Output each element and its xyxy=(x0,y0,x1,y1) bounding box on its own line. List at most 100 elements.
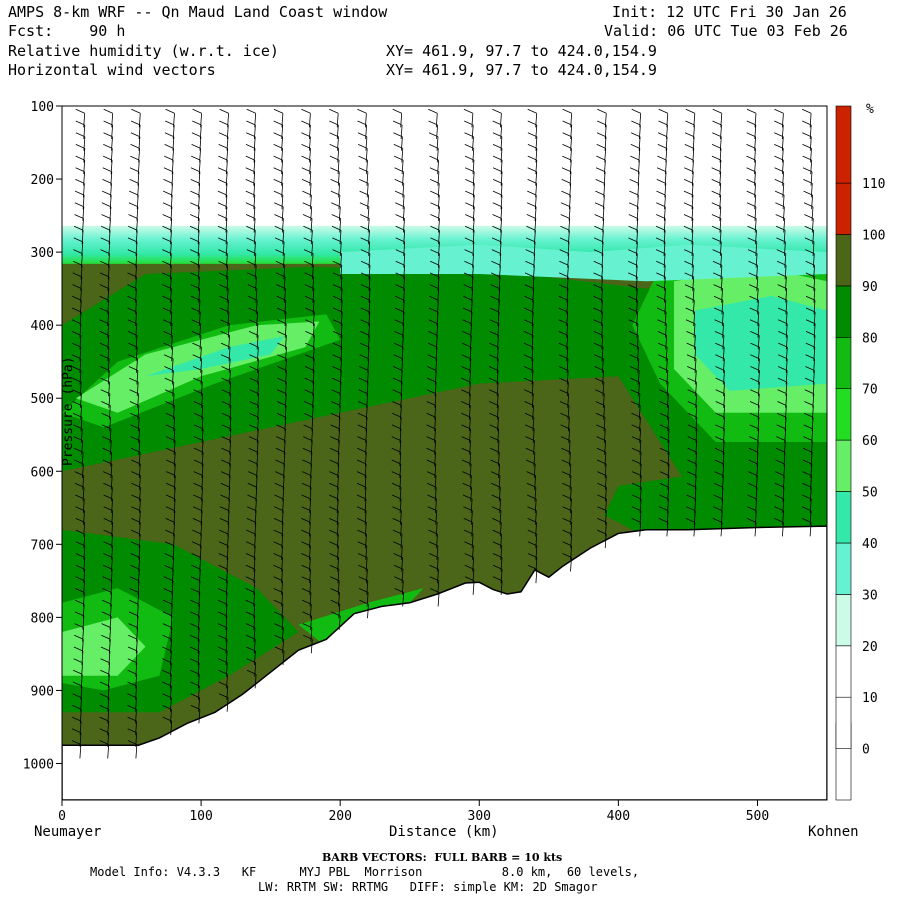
barb-column xyxy=(391,108,406,607)
right-endpoint-label: Kohnen xyxy=(808,824,859,840)
barb-column-strokes xyxy=(127,108,141,759)
colorbar-label: 40 xyxy=(862,537,878,552)
barb-column-strokes xyxy=(356,108,371,619)
barb-column-strokes xyxy=(774,108,788,537)
chart-title: AMPS 8-km WRF -- Qn Maud Land Coast wind… xyxy=(8,3,388,21)
colorbar-swatch xyxy=(835,234,852,287)
y-tick-label: 200 xyxy=(31,173,54,188)
plot-area xyxy=(62,225,827,800)
barb-column-strokes xyxy=(523,108,538,584)
barb-column xyxy=(217,108,232,712)
barb-column-strokes xyxy=(461,108,475,595)
rh-60-patch-upper-right xyxy=(694,295,827,391)
colorbar-unit: % xyxy=(866,102,874,117)
colorbar-label: 0 xyxy=(862,743,870,758)
barb-column xyxy=(801,108,816,537)
barb-column xyxy=(488,108,503,595)
colorbar-swatch xyxy=(835,182,852,235)
barb-column xyxy=(71,108,86,759)
colorbar-swatch xyxy=(835,439,852,492)
barb-column xyxy=(99,108,114,759)
barb-column-strokes xyxy=(301,108,315,654)
barb-column xyxy=(127,108,141,759)
barb-column-strokes xyxy=(162,108,176,736)
barb-column xyxy=(245,108,260,689)
barb-column-strokes xyxy=(71,108,86,759)
rh-70-patch-lower-left xyxy=(62,617,146,676)
wind-barbs xyxy=(71,108,816,759)
y-tick-label: 300 xyxy=(31,246,54,261)
y-tick-label: 500 xyxy=(31,392,54,407)
left-endpoint-label: Neumayer xyxy=(34,824,101,840)
barb-column-strokes xyxy=(488,108,503,595)
barb-column-strokes xyxy=(801,108,816,537)
colorbar-label: 110 xyxy=(862,177,885,192)
rh-40-band-top xyxy=(340,244,827,282)
barb-column-strokes xyxy=(628,108,642,537)
colorbar-swatch xyxy=(835,491,852,544)
init-time: Init: 12 UTC Fri 30 Jan 26 xyxy=(612,3,847,21)
colorbar-swatch xyxy=(835,594,852,647)
barb-column-strokes xyxy=(329,108,343,630)
barb-column xyxy=(461,108,475,595)
x-axis-label: Distance (km) xyxy=(389,824,499,840)
x-tick-label: 200 xyxy=(328,809,351,824)
barb-column xyxy=(273,108,287,666)
barb-column xyxy=(523,108,538,584)
barb-column xyxy=(189,108,204,724)
forecast-hour: Fcst: 90 h xyxy=(8,22,126,40)
colorbar-swatch xyxy=(835,285,852,338)
barb-column-strokes xyxy=(426,108,440,607)
barb-column-strokes xyxy=(245,108,260,689)
colorbar-label: 70 xyxy=(862,383,878,398)
barb-column xyxy=(329,108,343,630)
x-tick-label: 400 xyxy=(607,809,630,824)
barb-column xyxy=(426,108,440,607)
barb-column xyxy=(162,108,176,736)
barb-column xyxy=(628,108,642,537)
axes: 100 200 300 400 500 600 700 800 900 1000 0 100 200 30… xyxy=(23,100,770,824)
colorbar-top-swatch xyxy=(835,105,852,184)
barb-column xyxy=(774,108,788,537)
colorbar-swatch xyxy=(835,336,852,389)
colorbar-swatch xyxy=(835,645,852,698)
colorbar-label: 60 xyxy=(862,434,878,449)
plot-frame xyxy=(61,105,828,801)
barb-column-strokes xyxy=(99,108,114,759)
colorbar-swatch xyxy=(835,696,852,749)
barb-column xyxy=(746,108,760,537)
barb-column-strokes xyxy=(711,108,726,537)
y-tick-label: 900 xyxy=(31,684,54,699)
colorbar-label: 100 xyxy=(862,229,885,244)
y-axis-label: Pressure (hPa) xyxy=(61,356,76,466)
barb-column xyxy=(655,108,670,537)
colorbar-label: 30 xyxy=(862,588,878,603)
barb-note: BARB VECTORS: FULL BARB = 10 kts xyxy=(322,851,563,864)
model-info-line1: Model Info: V4.3.3 KF MYJ PBL Morrison 8… xyxy=(90,865,640,879)
y-tick-label: 600 xyxy=(31,465,54,480)
barb-column xyxy=(356,108,371,619)
colorbar-label: 10 xyxy=(862,691,878,706)
y-tick-label: 100 xyxy=(31,100,54,115)
barb-column xyxy=(558,108,573,572)
barb-column-strokes xyxy=(683,108,698,537)
y-tick-label: 400 xyxy=(31,319,54,334)
y-tick-label: 800 xyxy=(31,611,54,626)
xy-range-1: XY= 461.9, 97.7 to 424.0,154.9 xyxy=(386,42,657,60)
barb-column-strokes xyxy=(593,108,607,549)
valid-time: Valid: 06 UTC Tue 03 Feb 26 xyxy=(604,22,848,40)
barb-column xyxy=(711,108,726,537)
x-tick-label: 300 xyxy=(468,809,491,824)
barb-column-strokes xyxy=(273,108,287,666)
barb-column-strokes xyxy=(558,108,573,572)
x-tick-label: 100 xyxy=(189,809,212,824)
colorbar-swatch xyxy=(835,542,852,595)
colorbar-label: 90 xyxy=(862,280,878,295)
field-rh-label: Relative humidity (w.r.t. ice) xyxy=(8,42,279,60)
colorbar-swatch xyxy=(835,388,852,441)
model-info-line2: LW: RRTM SW: RRTMG DIFF: simple KM: 2D S… xyxy=(258,880,598,894)
x-tick-label: 0 xyxy=(58,809,66,824)
barb-column-strokes xyxy=(746,108,760,537)
barb-column xyxy=(683,108,698,537)
